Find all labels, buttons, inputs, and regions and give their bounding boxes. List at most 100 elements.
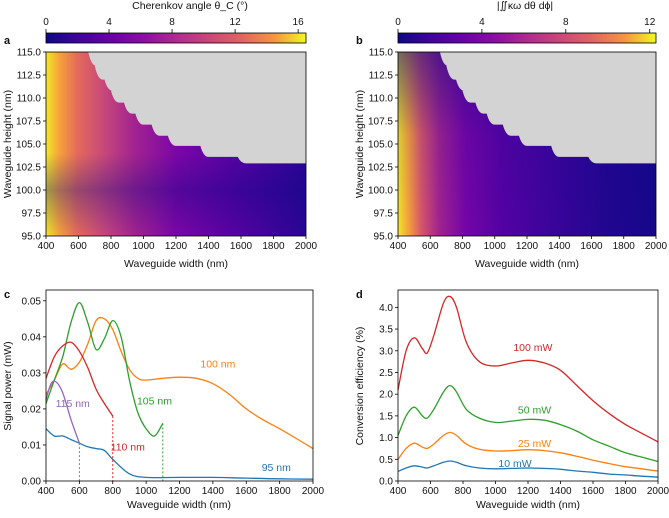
colorbar-tick-label: 0 (395, 17, 401, 28)
heatmap-b-ylabel: Waveguide height (nm) (354, 90, 366, 198)
series-label-95nm: 95 nm (262, 462, 291, 474)
heatmap-b-invalid-region (439, 52, 656, 164)
x-tick-label: 1200 (165, 241, 188, 252)
heatmap-a-xlabel: Waveguide width (nm) (124, 258, 228, 270)
colorbar-tick-label: 0 (43, 17, 49, 28)
colorbar-b-gradient (397, 32, 657, 44)
colorbar-b-ticks: 0 4 8 12 (395, 17, 656, 33)
x-tick-label: 1800 (613, 241, 636, 252)
line-chart-c-series: 95 nm 100 nm 105 nm 110 nm 115 nm (45, 301, 314, 481)
y-tick-label: 0.0 (379, 477, 393, 488)
series-line-50mW (397, 384, 659, 463)
y-tick-label: 1.5 (379, 411, 393, 422)
series-label-100nm: 100 nm (200, 358, 235, 370)
series-label-25mW: 25 mW (518, 438, 551, 450)
x-tick-label: 1600 (235, 486, 258, 497)
colorbar-tick-label: 8 (169, 17, 175, 28)
y-tick-label: 102.5 (16, 163, 41, 174)
x-tick-label: 1600 (582, 486, 605, 497)
series-line-25mW (397, 431, 659, 472)
x-tick-label: 1000 (484, 241, 507, 252)
x-tick-label: 400 (38, 486, 55, 497)
x-tick-label: 1200 (517, 486, 540, 497)
y-tick-label: 112.5 (369, 71, 394, 82)
x-tick-label: 1600 (580, 241, 603, 252)
series-line-115nm (45, 380, 81, 444)
x-tick-label: 1800 (269, 486, 292, 497)
heatmap-a: 400 600 800 1000 1200 1400 1600 1800 2000 95.0 97.… (2, 48, 318, 271)
x-tick-label: 2000 (645, 241, 668, 252)
x-tick-label: 600 (422, 486, 439, 497)
y-tick-label: 105.0 (16, 140, 41, 151)
series-line-105nm (45, 301, 164, 437)
y-tick-label: 0.00 (22, 477, 42, 488)
y-tick-label: 0.03 (22, 368, 42, 379)
y-tick-label: 2.0 (379, 390, 393, 401)
heatmap-b-axes: 400 600 800 1000 1200 1400 1600 1800 2000 95.0 97.… (368, 48, 668, 253)
x-tick-label: 1400 (548, 241, 571, 252)
line-chart-c-ylabel: Signal power (mW) (2, 341, 14, 430)
x-tick-label: 400 (38, 241, 55, 252)
x-tick-label: 400 (390, 241, 407, 252)
x-tick-label: 1800 (614, 486, 637, 497)
y-tick-label: 3.5 (379, 325, 393, 336)
colorbar-a-title: Cherenkov angle θ_C (°) (132, 0, 248, 12)
x-tick-label: 1200 (516, 241, 539, 252)
colorbar-b: |∬κω dθ dϕ| 0 4 8 12 (395, 0, 657, 44)
x-tick-label: 1000 (135, 486, 158, 497)
panel-label-d: d (356, 289, 363, 301)
panel-label-b: b (356, 35, 363, 47)
line-chart-d-xlabel: Waveguide width (nm) (476, 499, 580, 511)
line-chart-d-frame (397, 289, 659, 482)
y-tick-label: 115.0 (17, 48, 42, 59)
y-tick-label: 97.5 (22, 209, 42, 220)
x-tick-label: 2000 (302, 486, 325, 497)
line-chart-d-axes: 400 600 800 1000 1200 1400 1600 1800 2000 0.0 0.5 1… (379, 303, 669, 497)
y-tick-label: 105.0 (368, 140, 393, 151)
y-tick-label: 100.0 (368, 186, 393, 197)
x-tick-label: 1000 (484, 486, 507, 497)
heatmap-b-xlabel: Waveguide width (nm) (475, 258, 579, 270)
series-label-100mW: 100 mW (513, 342, 552, 354)
colorbar-b-title: |∬κω dθ dϕ| (497, 0, 553, 12)
y-tick-label: 107.5 (16, 117, 41, 128)
x-tick-label: 1200 (168, 486, 191, 497)
panel-label-a: a (4, 35, 11, 47)
y-tick-label: 0.5 (379, 455, 393, 466)
x-tick-label: 800 (104, 486, 121, 497)
heatmap-a-invalid-region (88, 52, 306, 164)
series-line-100mW (397, 295, 659, 443)
y-tick-label: 3.0 (379, 346, 393, 357)
y-tick-label: 110.0 (17, 94, 42, 105)
y-tick-label: 0.01 (22, 440, 42, 451)
colorbar-tick-label: 12 (644, 17, 656, 28)
y-tick-label: 95.0 (374, 232, 394, 243)
x-tick-label: 1400 (197, 241, 220, 252)
y-tick-label: 115.0 (369, 48, 394, 59)
colorbar-tick-label: 16 (293, 17, 305, 28)
y-tick-label: 0.05 (22, 296, 42, 307)
series-label-10mW: 10 mW (498, 458, 531, 470)
y-tick-label: 100.0 (16, 186, 41, 197)
x-tick-label: 2000 (647, 486, 669, 497)
x-tick-label: 600 (70, 241, 87, 252)
heatmap-a-ylabel: Waveguide height (nm) (2, 90, 14, 198)
x-tick-label: 800 (454, 241, 471, 252)
x-tick-label: 1000 (132, 241, 155, 252)
colorbar-tick-label: 12 (230, 17, 242, 28)
x-tick-label: 1400 (549, 486, 572, 497)
heatmap-b: 400 600 800 1000 1200 1400 1600 1800 2000 95.0 97.… (354, 48, 668, 271)
series-label-105nm: 105 nm (137, 396, 172, 408)
colorbar-tick-label: 4 (479, 17, 485, 28)
x-tick-label: 1800 (262, 241, 285, 252)
line-chart-d-ylabel: Conversion efficiency (%) (354, 327, 366, 446)
y-tick-label: 102.5 (368, 163, 393, 174)
series-label-115nm: 115 nm (56, 398, 90, 410)
line-chart-d-series: 100 mW 50 mW 25 mW 10 mW (397, 295, 659, 478)
y-tick-label: 112.5 (17, 71, 42, 82)
colorbar-tick-label: 8 (563, 17, 569, 28)
colorbar-tick-label: 4 (106, 17, 112, 28)
y-tick-label: 0.02 (22, 404, 42, 415)
line-chart-d: 100 mW 50 mW 25 mW 10 mW 400 600 800 1000 1200 1… (354, 289, 669, 511)
